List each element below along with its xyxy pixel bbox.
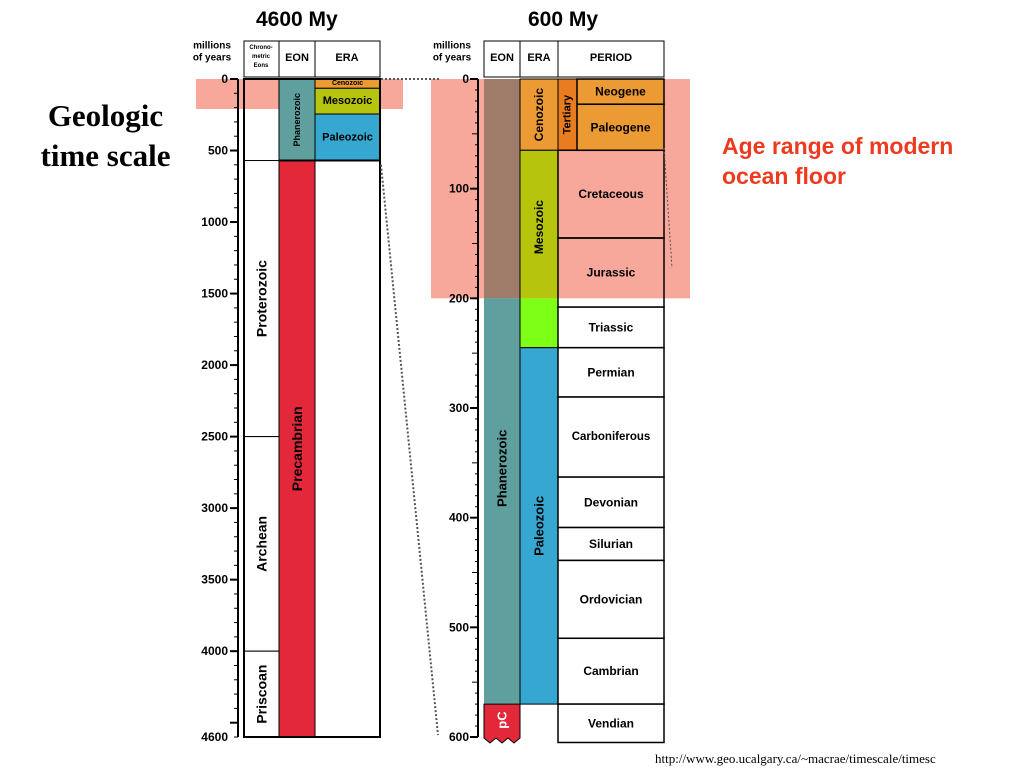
period-box: [557, 559, 665, 640]
left-chrono-header: Chrono-: [249, 45, 272, 51]
period-label: Devonian: [584, 495, 638, 509]
right-era-bar: [520, 150, 558, 299]
right-period-header-box: [557, 40, 665, 78]
left-era-header-box: [314, 40, 381, 78]
left-era-bar: [314, 113, 381, 162]
left-chrono-eon-label: Archean: [254, 516, 270, 572]
left-columns-frame: [243, 78, 381, 738]
left-era-label: Mesozoic: [323, 95, 373, 107]
right-tick-label: 300: [449, 401, 469, 415]
right-era-bar: [519, 347, 559, 705]
right-eon-bar: [484, 79, 520, 299]
slide-title: Geologic time scale: [18, 96, 193, 176]
period-label: Paleogene: [590, 120, 650, 134]
right-eon-bar: [484, 298, 520, 705]
period-label: Cambrian: [583, 664, 638, 678]
left-chrono-header: metric: [252, 54, 271, 60]
note-line-2: ocean floor: [722, 163, 846, 189]
period-label: Cretaceous: [578, 187, 644, 201]
period-label: Vendian: [588, 716, 634, 730]
left-tick-label: 1000: [201, 215, 228, 229]
left-chrono-eon-label: Proterozoic: [254, 260, 270, 337]
period-label: Ordovician: [580, 592, 643, 606]
left-tick-label: 500: [208, 144, 228, 158]
period-label: Jurassic: [587, 266, 636, 280]
right-tick-label: 600: [449, 730, 469, 744]
left-era-label: Cenozoic: [332, 80, 363, 87]
left-chrono-header: Eons: [254, 63, 269, 69]
left-tick-label: 0: [221, 72, 228, 86]
left-chrono-eon-box: [243, 436, 280, 652]
left-tick-label: 3500: [201, 573, 228, 587]
left-tick-label: 4600: [201, 730, 228, 744]
right-tick-label: 500: [449, 620, 469, 634]
left-years-header: millions: [193, 41, 231, 52]
left-tick-label: 2500: [201, 430, 228, 444]
period-box: [557, 703, 665, 744]
right-era-label: Mesozoic: [532, 200, 546, 254]
left-eon-label: Precambrian: [289, 406, 305, 491]
left-chrono-eon-label: Priscoan: [254, 665, 270, 724]
left-era-header: ERA: [335, 52, 358, 64]
period-label: Silurian: [589, 537, 633, 551]
highlight-note: Age range of modern ocean floor: [722, 131, 1002, 191]
right-tick-label: 100: [449, 182, 469, 196]
left-eon-header: EON: [285, 52, 309, 64]
right-era-bar: [520, 298, 558, 348]
period-label: Triassic: [589, 320, 634, 334]
period-box: [557, 526, 665, 562]
left-tick-label: 4000: [201, 644, 228, 658]
right-scale-title: 600 My: [528, 8, 599, 31]
right-era-label: Cenozoic: [532, 88, 546, 142]
title-line-1: Geologic: [47, 98, 164, 133]
right-years-header: millions: [433, 41, 471, 52]
right-tick-label: 400: [449, 511, 469, 525]
period-box: [576, 103, 665, 152]
right-tick-label: 0: [462, 72, 469, 86]
right-eon-label: Phanerozoic: [495, 430, 510, 507]
period-box: [557, 637, 665, 705]
dotted-side-line: [663, 147, 673, 269]
note-line-1: Age range of modern: [722, 133, 954, 159]
zoom-connector-bottom: [380, 164, 439, 736]
right-era-label: Paleozoic: [532, 496, 547, 556]
left-tick-label: 2000: [201, 358, 228, 372]
left-tick-label: 1500: [201, 287, 228, 301]
left-eon-bar: [279, 79, 315, 161]
period-label: Neogene: [595, 85, 646, 99]
period-box: [557, 476, 665, 529]
right-tick-label: 200: [449, 291, 469, 305]
right-period-header: PERIOD: [590, 52, 632, 64]
left-years-header: of years: [193, 53, 232, 64]
left-eon-bar: [279, 160, 315, 737]
right-eon-bar: [483, 703, 521, 744]
period-label: Permian: [587, 365, 634, 379]
source-url[interactable]: http://www.geo.ucalgary.ca/~macrae/times…: [655, 751, 936, 766]
title-line-2: time scale: [40, 138, 171, 173]
left-era-label: Paleozoic: [322, 131, 373, 143]
period-label: Carboniferous: [572, 431, 651, 443]
right-era-header: ERA: [527, 52, 550, 64]
right-eon-label: pC: [495, 711, 510, 729]
left-scale-title: 4600 My: [256, 8, 338, 31]
period-box: [557, 346, 665, 398]
left-tick-label: 3000: [201, 501, 228, 515]
right-eon-header: EON: [490, 52, 514, 64]
period-box: [557, 306, 665, 349]
left-eon-label: Phanerozoic: [292, 93, 302, 147]
right-subera-label: Tertiary: [562, 94, 574, 134]
right-years-header: of years: [433, 53, 472, 64]
